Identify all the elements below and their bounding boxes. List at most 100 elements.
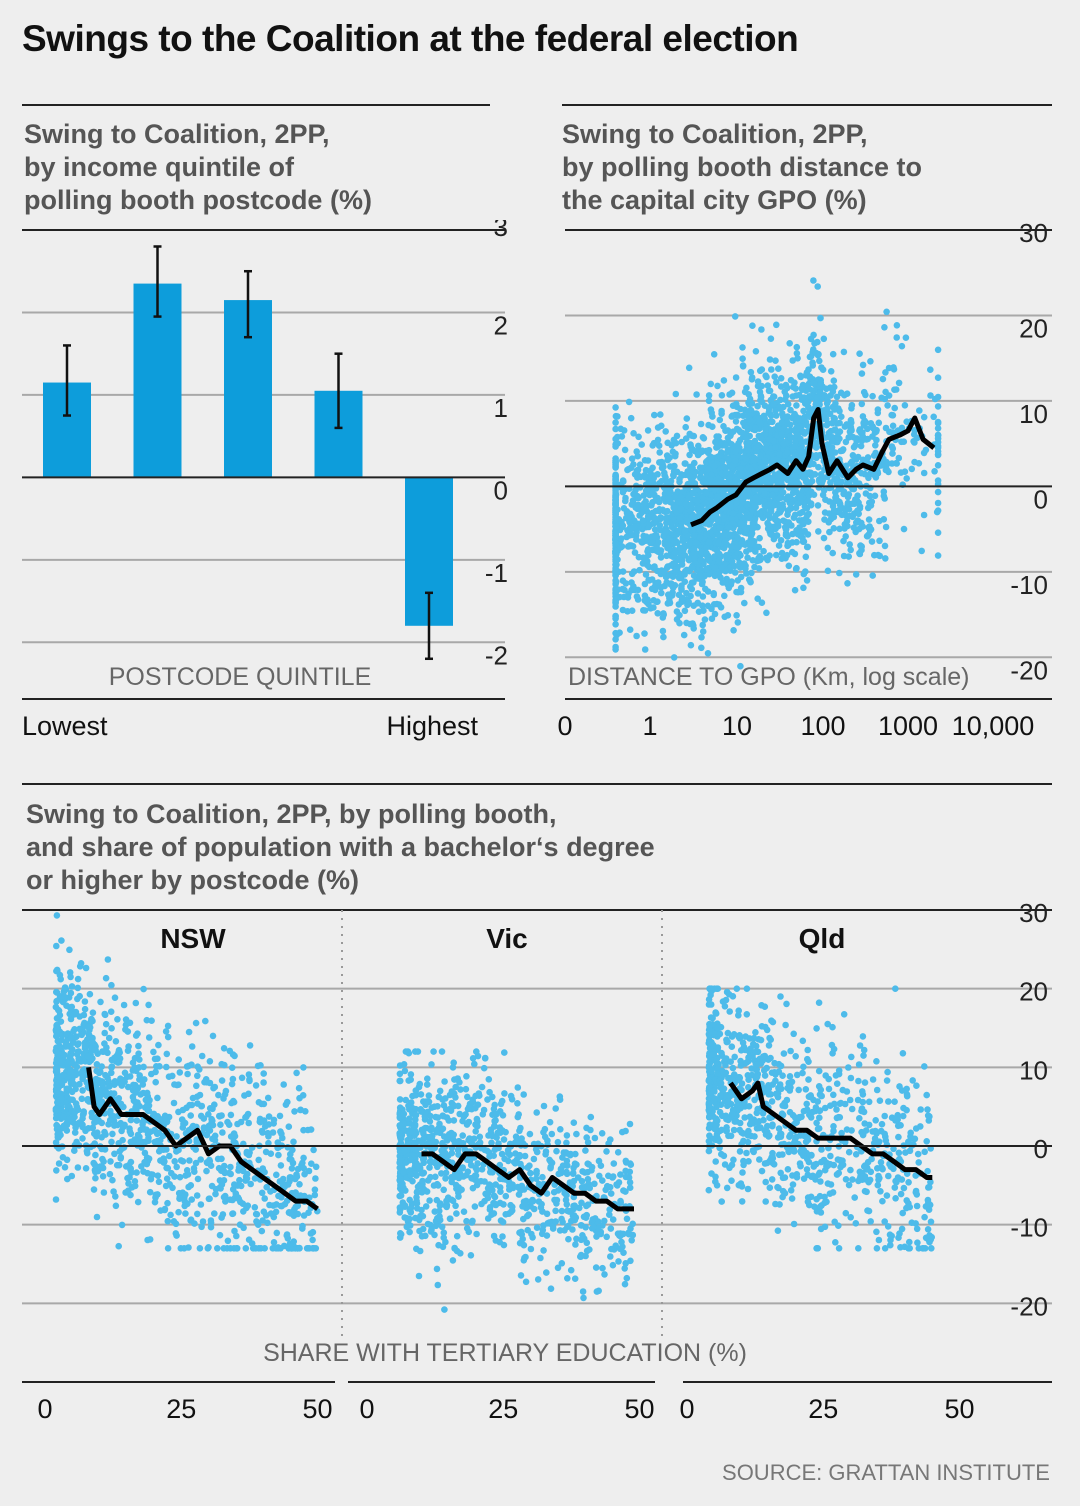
scatter-point: [775, 542, 783, 549]
scatter-point: [426, 1118, 434, 1125]
scatter-point: [757, 434, 765, 442]
scatter-point: [707, 453, 715, 461]
scatter-point: [231, 1052, 238, 1060]
scatter-point: [521, 1152, 529, 1160]
scatter-point: [184, 1171, 192, 1178]
scatter-point: [652, 533, 659, 541]
scatter-point: [125, 1180, 132, 1187]
scatter-point: [558, 1215, 565, 1223]
scatter-point: [772, 357, 779, 364]
scatter-point: [783, 551, 791, 559]
scatter-point: [261, 1123, 269, 1130]
y-tick-label: -20: [1010, 1291, 1048, 1321]
scatter-point: [685, 364, 693, 372]
scatter-point: [164, 1022, 172, 1030]
scatter-point: [119, 1136, 126, 1144]
scatter-point: [99, 1173, 107, 1180]
scatter-point: [866, 492, 874, 500]
scatter-point: [228, 1064, 236, 1071]
scatter-point: [414, 1048, 422, 1055]
scatter-point: [784, 539, 792, 547]
scatter-point: [683, 619, 690, 627]
scatter-point: [830, 507, 838, 514]
scatter-point: [778, 555, 786, 562]
scatter-point: [214, 1245, 221, 1252]
scatter-point: [472, 1121, 480, 1129]
scatter-point: [778, 549, 786, 557]
scatter-point: [163, 1175, 171, 1182]
scatter-point: [796, 527, 804, 535]
scatter-point: [821, 516, 828, 523]
scatter-point: [883, 466, 891, 473]
scatter-point: [879, 375, 887, 383]
scatter-point: [89, 1035, 96, 1043]
scatter-point: [631, 586, 638, 594]
scatter-point: [464, 1168, 472, 1175]
scatter-point: [804, 478, 811, 486]
scatter-point: [641, 630, 648, 637]
scatter-point: [126, 1073, 134, 1080]
scatter-point: [624, 594, 632, 601]
scatter-point: [797, 435, 804, 443]
scatter-point: [893, 322, 901, 329]
scatter-point: [651, 515, 659, 522]
scatter-point: [596, 1172, 603, 1180]
scatter-point: [830, 414, 838, 422]
scatter-point: [192, 1159, 200, 1167]
scatter-point: [463, 1217, 470, 1225]
scatter-point: [74, 1048, 82, 1056]
scatter-point: [126, 1128, 134, 1135]
scatter-point: [557, 1169, 565, 1177]
scatter-point: [793, 402, 800, 409]
scatter-point: [423, 1081, 431, 1088]
scatter-point: [793, 564, 800, 572]
scatter-point: [710, 351, 718, 358]
scatter-point: [612, 419, 619, 426]
scatter-point: [111, 994, 119, 1001]
scatter-point: [744, 447, 752, 454]
scatter-point: [861, 417, 868, 425]
scatter-point: [163, 1146, 170, 1153]
scatter-point: [94, 1118, 102, 1125]
scatter-point: [218, 1167, 225, 1174]
scatter-point: [464, 1093, 471, 1101]
scatter-point: [63, 1041, 70, 1048]
scatter-point: [67, 1005, 75, 1013]
x-tick-label: 1000: [878, 711, 938, 741]
scatter-point: [412, 1214, 419, 1222]
scatter-point: [704, 466, 712, 473]
scatter-point: [833, 393, 841, 401]
scatter-point: [625, 1230, 633, 1238]
scatter-point: [626, 626, 634, 633]
scatter-point: [735, 426, 742, 434]
scatter-point: [526, 1162, 533, 1169]
scatter-point: [205, 1195, 213, 1203]
panel1-title-line: Swing to Coalition, 2PP,: [24, 119, 330, 149]
scatter-point: [273, 1229, 281, 1237]
scatter-point: [796, 391, 803, 399]
scatter-point: [812, 452, 820, 459]
scatter-point: [612, 425, 619, 433]
scatter-point: [109, 1176, 116, 1184]
scatter-point: [794, 355, 801, 362]
scatter-point: [624, 608, 631, 615]
scatter-point: [656, 449, 663, 456]
scatter-point: [441, 1078, 448, 1085]
scatter-point: [677, 505, 685, 513]
scatter-point: [616, 593, 624, 601]
scatter-point: [713, 497, 720, 504]
scatter-point: [749, 322, 756, 329]
scatter-point: [101, 1011, 109, 1019]
scatter-point: [664, 439, 671, 447]
scatter-point: [200, 1124, 208, 1131]
scatter-point: [758, 366, 766, 373]
scatter-point: [612, 646, 619, 653]
scatter-point: [106, 1083, 113, 1090]
scatter-point: [193, 1192, 201, 1199]
scatter-point: [731, 569, 739, 576]
scatter-point: [473, 1230, 480, 1238]
scatter-point: [889, 450, 896, 457]
scatter-point: [68, 1172, 76, 1180]
scatter-point: [612, 472, 619, 480]
scatter-point: [787, 406, 794, 414]
